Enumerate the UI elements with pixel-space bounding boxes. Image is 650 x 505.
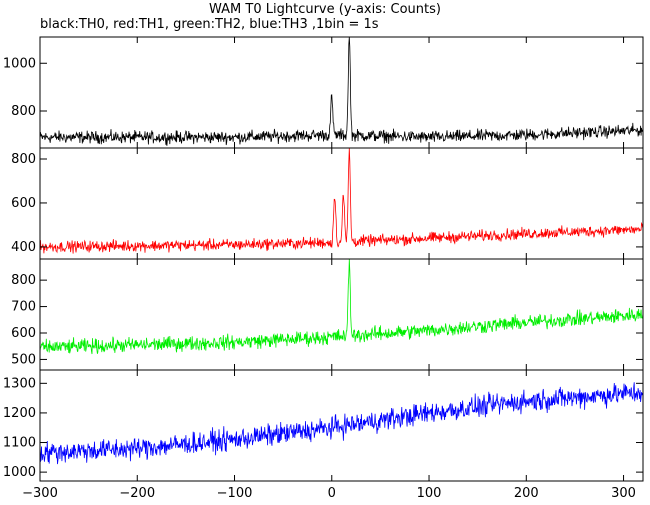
x-tick-label: −100	[217, 486, 253, 501]
series-line-th2	[39, 259, 644, 355]
y-tick-label: 1100	[3, 436, 36, 451]
x-tick-label: −300	[22, 486, 58, 501]
y-tick-label: 500	[11, 352, 36, 367]
panel-frame-th1	[39, 147, 644, 260]
y-tick-label: 800	[11, 152, 36, 167]
y-tick-label: 1300	[3, 376, 36, 391]
panel-frame-th3	[39, 369, 644, 482]
panel-frame-th2	[39, 258, 644, 371]
x-tick-label: 100	[417, 486, 442, 501]
series-line-th0	[39, 36, 644, 146]
y-tick-label: 800	[11, 104, 36, 119]
y-tick-label: 1200	[3, 406, 36, 421]
chart-subtitle: black:TH0, red:TH1, green:TH2, blue:TH3 …	[40, 17, 379, 32]
y-tick-label: 400	[11, 240, 36, 255]
chart-title: WAM T0 Lightcurve (y-axis: Counts)	[209, 2, 441, 17]
y-tick-label: 600	[11, 196, 36, 211]
series-line-th1	[39, 147, 644, 254]
y-tick-label: 1000	[3, 465, 36, 480]
y-tick-label: 1000	[3, 56, 36, 71]
x-tick-label: 0	[328, 486, 336, 501]
y-tick-label: 600	[11, 326, 36, 341]
x-tick-label: −200	[119, 486, 155, 501]
series-line-th3	[39, 382, 644, 465]
x-tick-label: 200	[514, 486, 539, 501]
x-tick-label: 300	[611, 486, 636, 501]
y-tick-label: 700	[11, 300, 36, 315]
y-tick-label: 800	[11, 273, 36, 288]
